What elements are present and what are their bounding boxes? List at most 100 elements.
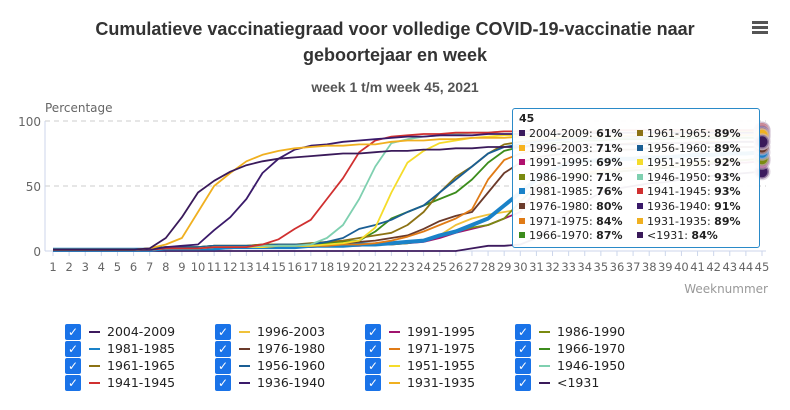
series-swatch — [519, 144, 525, 151]
x-tick-label: 20 — [352, 260, 367, 274]
checkbox-checked-icon[interactable]: ✓ — [215, 323, 231, 340]
checkbox-checked-icon[interactable]: ✓ — [65, 340, 81, 357]
series-swatch — [637, 232, 643, 239]
legend-item[interactable]: ✓ 1961-1965 — [65, 357, 175, 374]
x-tick-label: 17 — [303, 260, 318, 274]
x-tick-label: 44 — [739, 260, 754, 274]
x-tick-label: 39 — [658, 260, 673, 274]
tooltip-value: 89% — [714, 141, 741, 155]
checkbox-checked-icon[interactable]: ✓ — [515, 357, 531, 374]
x-tick-label: 22 — [384, 260, 399, 274]
series-swatch — [637, 188, 643, 195]
chart-title-line1: Cumulatieve vaccinatiegraad voor volledi… — [95, 19, 695, 39]
legend-item[interactable]: ✓ 1996-2003 — [215, 323, 325, 340]
checkbox-checked-icon[interactable]: ✓ — [365, 323, 381, 340]
x-tick-label: 6 — [130, 260, 137, 274]
legend-line-swatch — [539, 381, 550, 384]
x-tick-label: 29 — [497, 260, 512, 274]
legend-item[interactable]: ✓ 1946-1950 — [515, 357, 625, 374]
checkbox-checked-icon[interactable]: ✓ — [515, 374, 531, 391]
checkbox-checked-icon[interactable]: ✓ — [515, 340, 531, 357]
tooltip-row: 1981-1985: 76% — [519, 185, 637, 200]
tooltip-series-name: <1931 — [647, 229, 685, 243]
legend-label: 1961-1965 — [107, 358, 176, 373]
tooltip-value: 93% — [714, 170, 741, 184]
tooltip-value: 92% — [714, 156, 741, 170]
checkbox-checked-icon[interactable]: ✓ — [65, 357, 81, 374]
legend-item[interactable]: ✓ 1951-1955 — [365, 357, 475, 374]
legend-item[interactable]: ✓ 1931-1935 — [365, 374, 475, 391]
checkbox-checked-icon[interactable]: ✓ — [65, 323, 81, 340]
tooltip-value: 93% — [714, 185, 741, 199]
x-tick-label: 21 — [368, 260, 383, 274]
x-tick-label: 14 — [255, 260, 270, 274]
x-tick-label: 8 — [162, 260, 169, 274]
tooltip-value: 80% — [596, 199, 623, 213]
tooltip-row: 2004-2009: 61% — [519, 127, 637, 142]
legend-label: 1971-1975 — [407, 341, 476, 356]
chart-header: Cumulatieve vaccinatiegraad voor volledi… — [0, 16, 790, 96]
x-axis-title: Weeknummer — [684, 282, 768, 296]
legend-item[interactable]: ✓ 1991-1995 — [365, 323, 475, 340]
tooltip-rows: 2004-2009: 61% 1996-2003: 71% 1991-1995: 6… — [519, 127, 755, 244]
legend-label: 1946-1950 — [557, 358, 626, 373]
checkbox-checked-icon[interactable]: ✓ — [65, 374, 81, 391]
legend-item[interactable]: ✓ 1986-1990 — [515, 323, 625, 340]
checkbox-checked-icon[interactable]: ✓ — [215, 357, 231, 374]
checkbox-checked-icon[interactable]: ✓ — [215, 374, 231, 391]
x-tick-label: 38 — [642, 260, 657, 274]
legend-item[interactable]: ✓ 1966-1970 — [515, 340, 625, 357]
legend-item[interactable]: ✓ 1981-1985 — [65, 340, 175, 357]
hamburger-menu-icon[interactable] — [752, 21, 768, 35]
y-tick-label: 100 — [18, 115, 41, 129]
tooltip-row: 1951-1955: 92% — [637, 156, 755, 171]
legend-label: 1976-1980 — [257, 341, 326, 356]
x-tick-label: 4 — [98, 260, 105, 274]
tooltip-row: 1966-1970: 87% — [519, 229, 637, 244]
legend-item[interactable]: ✓ 1941-1945 — [65, 374, 175, 391]
legend-item[interactable]: ✓ <1931 — [515, 374, 599, 391]
legend-line-swatch — [389, 364, 400, 367]
tooltip-series-name: 1956-1960 — [647, 141, 707, 155]
tooltip-series-name: 1961-1965 — [647, 127, 707, 140]
series-swatch — [519, 232, 525, 239]
x-tick-label: 3 — [82, 260, 89, 274]
tooltip-series-name: 1971-1975 — [529, 214, 589, 228]
tooltip-series-name: 1941-1945 — [647, 185, 707, 199]
legend-item[interactable]: ✓ 2004-2009 — [65, 323, 175, 340]
checkbox-checked-icon[interactable]: ✓ — [365, 340, 381, 357]
legend-label: 2004-2009 — [107, 324, 176, 339]
tooltip-series-name: 1946-1950 — [647, 170, 707, 184]
legend-line-swatch — [89, 347, 100, 350]
legend-item[interactable]: ✓ 1956-1960 — [215, 357, 325, 374]
x-tick-label: 12 — [223, 260, 238, 274]
checkbox-checked-icon[interactable]: ✓ — [365, 357, 381, 374]
legend-line-swatch — [239, 347, 250, 350]
x-tick-label: 36 — [610, 260, 625, 274]
tooltip-row: 1961-1965: 89% — [637, 127, 755, 142]
tooltip-series-name: 1976-1980 — [529, 199, 589, 213]
checkbox-checked-icon[interactable]: ✓ — [215, 340, 231, 357]
legend-label: 1931-1935 — [407, 375, 476, 390]
x-tick-label: 42 — [706, 260, 721, 274]
legend-label: 1966-1970 — [557, 341, 626, 356]
series-swatch — [637, 144, 643, 151]
x-tick-label: 31 — [529, 260, 544, 274]
tooltip-series-name: 1986-1990 — [529, 170, 589, 184]
checkbox-checked-icon[interactable]: ✓ — [365, 374, 381, 391]
legend-item[interactable]: ✓ 1971-1975 — [365, 340, 475, 357]
x-tick-label: 18 — [320, 260, 335, 274]
tooltip-value: 84% — [691, 229, 718, 243]
legend-item[interactable]: ✓ 1976-1980 — [215, 340, 325, 357]
legend-label: 1956-1960 — [257, 358, 326, 373]
x-tick-label: 24 — [416, 260, 431, 274]
x-tick-label: 26 — [449, 260, 464, 274]
x-tick-label: 10 — [191, 260, 206, 274]
tooltip-series-name: 2004-2009 — [529, 127, 589, 140]
tooltip-value: 71% — [596, 141, 623, 155]
checkbox-checked-icon[interactable]: ✓ — [515, 323, 531, 340]
x-tick-label: 1 — [49, 260, 56, 274]
legend-item[interactable]: ✓ 1936-1940 — [215, 374, 325, 391]
tooltip-series-name: 1931-1935 — [647, 214, 707, 228]
x-tick-label: 16 — [287, 260, 302, 274]
